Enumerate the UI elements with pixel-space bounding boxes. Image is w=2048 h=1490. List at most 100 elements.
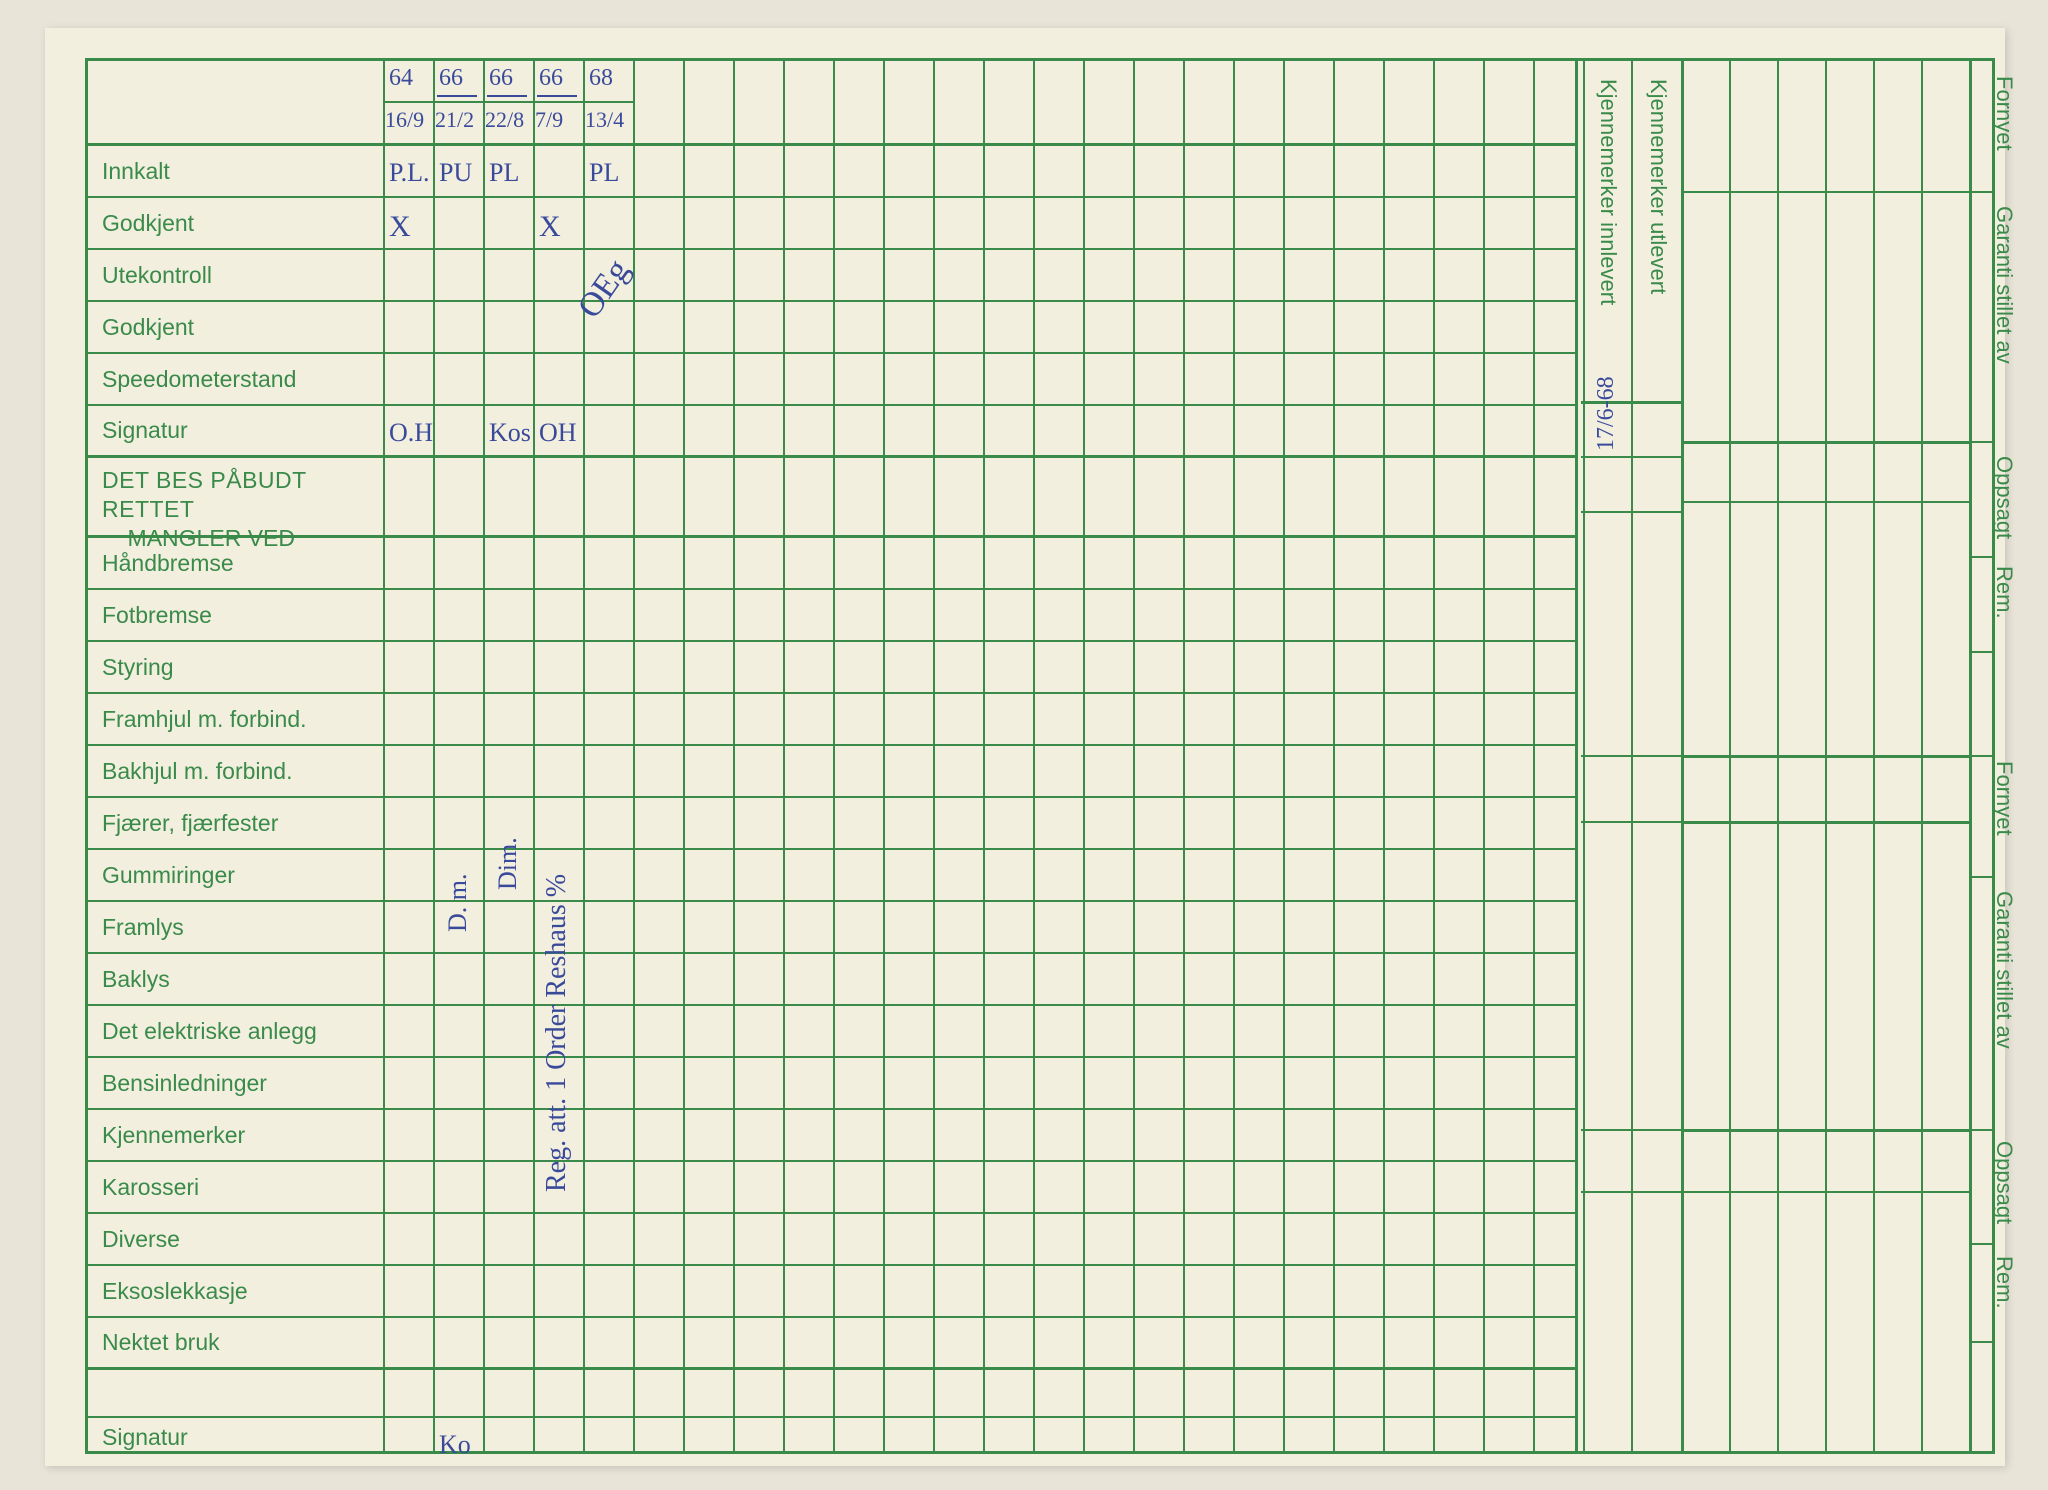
grid-hline bbox=[383, 352, 1575, 354]
label-text: Gummiringer bbox=[102, 862, 235, 889]
row-label-baklys: Baklys bbox=[88, 954, 383, 1006]
grid-vline bbox=[1083, 61, 1085, 1451]
strip-label-oppsagt: Oppsagt bbox=[1991, 456, 2017, 539]
grid-hline bbox=[383, 588, 1575, 590]
vertical-note-col2: Dim. bbox=[493, 837, 523, 890]
grid-vline bbox=[1533, 61, 1535, 1451]
right-kj-hline bbox=[1581, 1129, 1681, 1131]
right-hline bbox=[1681, 821, 1969, 824]
right-kj-hline bbox=[1581, 755, 1681, 757]
innkalt-cell: PL bbox=[489, 158, 519, 188]
grid-vline bbox=[1033, 61, 1035, 1451]
label-text: Karosseri bbox=[102, 1174, 199, 1201]
row-label-kjennemerker: Kjennemerker bbox=[88, 1110, 383, 1162]
label-text: Det elektriske anlegg bbox=[102, 1018, 317, 1045]
signatur-cell: Kos bbox=[489, 418, 531, 448]
row-label-eksos: Eksoslekkasje bbox=[88, 1266, 383, 1318]
row-label-signatur1: Signatur bbox=[88, 406, 383, 458]
strip-label-rem: Rem. bbox=[1991, 566, 2017, 619]
right-hline bbox=[1681, 501, 1969, 503]
row-label-blank bbox=[88, 1370, 383, 1418]
row-label-framhjul: Framhjul m. forbind. bbox=[88, 694, 383, 746]
row-label-styring: Styring bbox=[88, 642, 383, 694]
strip-hline bbox=[1969, 1129, 1992, 1131]
label-text: Eksoslekkasje bbox=[102, 1278, 248, 1305]
godkjent-cell: X bbox=[389, 210, 411, 244]
label-text: Bensinledninger bbox=[102, 1070, 267, 1097]
grid-hline bbox=[383, 248, 1575, 250]
row-label-karosseri: Karosseri bbox=[88, 1162, 383, 1214]
grid-hline bbox=[383, 1367, 1575, 1370]
strip-hline bbox=[1969, 651, 1992, 653]
strip-hline bbox=[1969, 441, 1992, 443]
grid-hline bbox=[383, 535, 1575, 538]
date-year-cell: 68 bbox=[589, 65, 613, 92]
row-label-framlys: Framlys bbox=[88, 902, 383, 954]
label-text: Fjærer, fjærfester bbox=[102, 810, 278, 837]
row-label-fjaerer: Fjærer, fjærfester bbox=[88, 798, 383, 850]
grid-vline bbox=[783, 61, 785, 1451]
label-text: Speedometerstand bbox=[102, 366, 296, 393]
grid-hline bbox=[383, 404, 1575, 406]
innkalt-cell: PU bbox=[439, 158, 472, 188]
strip-label-oppsagt: Oppsagt bbox=[1991, 1141, 2017, 1224]
label-text: Godkjent bbox=[102, 314, 194, 341]
grid-hline bbox=[383, 1316, 1575, 1318]
strip-label-garanti: Garanti stillet av bbox=[1991, 206, 2017, 364]
grid-vline bbox=[433, 61, 435, 1451]
grid-vline bbox=[983, 61, 985, 1451]
godkjent-cell: X bbox=[539, 210, 561, 244]
grid-vline bbox=[933, 61, 935, 1451]
label-text: Signatur bbox=[102, 1424, 188, 1451]
date-year-cell: 64 bbox=[389, 65, 413, 92]
godkjent-diagonal-note: OEg bbox=[571, 253, 638, 326]
grid-hline bbox=[383, 143, 1575, 146]
vertical-note-col1: D. m. bbox=[443, 874, 473, 933]
label-text: Håndbremse bbox=[102, 550, 234, 577]
innkalt-cell: P.L. bbox=[389, 158, 429, 188]
date-year-cell: 66 bbox=[439, 65, 463, 92]
right-hline bbox=[1681, 755, 1969, 758]
signatur2-cell: Ko bbox=[439, 1430, 471, 1460]
grid-hline bbox=[383, 1212, 1575, 1214]
grid-hline bbox=[383, 1416, 1575, 1418]
label-text: Framhjul m. forbind. bbox=[102, 706, 307, 733]
grid-hline bbox=[383, 455, 1575, 458]
grid-vline bbox=[633, 61, 635, 1451]
label-text: Styring bbox=[102, 654, 174, 681]
right-kj-hline bbox=[1581, 511, 1681, 513]
signatur-cell: OH bbox=[539, 418, 577, 448]
innkalt-cell: PL bbox=[589, 158, 619, 188]
grid-vline bbox=[1283, 61, 1285, 1451]
grid-vline bbox=[1383, 61, 1385, 1451]
label-text: Kjennemerker bbox=[102, 1122, 245, 1149]
grid-vline bbox=[583, 61, 585, 1451]
strip-hline bbox=[1969, 1341, 1992, 1343]
data-columns: 6416/96621/26622/8667/96813/4P.L.PUPLPLX… bbox=[383, 61, 1575, 1451]
kjennemerker-date-entry: 17/6-68 bbox=[1593, 376, 1620, 451]
row-label-date_header bbox=[88, 61, 383, 146]
grid-vline bbox=[833, 61, 835, 1451]
label-text: Signatur bbox=[102, 417, 188, 444]
right-kj-hline bbox=[1581, 1191, 1681, 1193]
label-text: Diverse bbox=[102, 1226, 180, 1253]
label-column: InnkaltGodkjentUtekontrollGodkjentSpeedo… bbox=[88, 61, 383, 1451]
row-label-elektrisk: Det elektriske anlegg bbox=[88, 1006, 383, 1058]
signatur-cell: O.H bbox=[389, 418, 433, 448]
outer-frame: InnkaltGodkjentUtekontrollGodkjentSpeedo… bbox=[85, 58, 1995, 1454]
label-text: Utekontroll bbox=[102, 262, 212, 289]
strip-label-garanti: Garanti stillet av bbox=[1991, 891, 2017, 1049]
row-label-section: DET BES PÅBUDT RETTET MANGLER VED bbox=[88, 458, 383, 538]
right-hline bbox=[1681, 191, 1969, 193]
label-text: Baklys bbox=[102, 966, 170, 993]
grid-vline bbox=[483, 61, 485, 1451]
label-col-divider bbox=[383, 61, 385, 1451]
row-label-bakhjul: Bakhjul m. forbind. bbox=[88, 746, 383, 798]
grid-vline bbox=[1233, 61, 1235, 1451]
date-daymonth-cell: 7/9 bbox=[535, 107, 563, 133]
right-hline bbox=[1681, 441, 1969, 444]
record-card: InnkaltGodkjentUtekontrollGodkjentSpeedo… bbox=[45, 28, 2005, 1466]
grid-vline bbox=[733, 61, 735, 1451]
strip-hline bbox=[1969, 1243, 1992, 1245]
row-label-godkjent1: Godkjent bbox=[88, 198, 383, 250]
